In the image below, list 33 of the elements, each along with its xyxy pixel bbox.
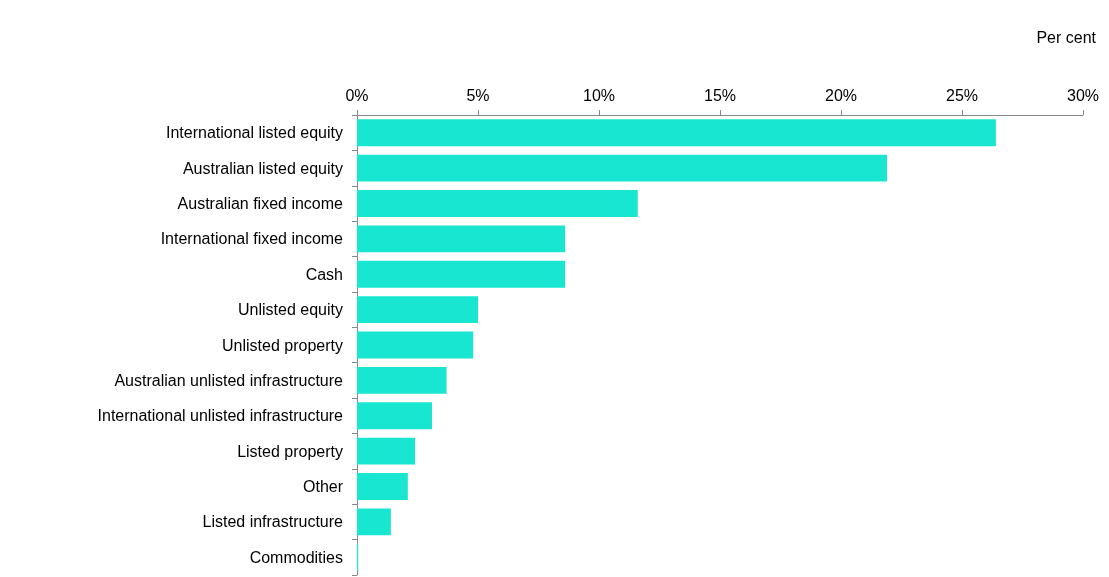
x-axis-title: Per cent — [1036, 28, 1097, 46]
x-tick-label: 15% — [703, 86, 737, 104]
bar — [357, 154, 887, 182]
y-tick-label: Australian listed equity — [182, 159, 343, 177]
x-tick-label: 30% — [1066, 86, 1100, 104]
y-tick-label: Other — [302, 478, 344, 496]
bar — [357, 473, 408, 500]
y-tick-label: Australian fixed income — [177, 194, 344, 212]
y-tick-label: Listed property — [237, 442, 343, 460]
y-tick-label: International fixed income — [160, 230, 344, 248]
y-tick-label: Unlisted property — [222, 336, 343, 354]
y-tick-label: International unlisted infrastructure — [97, 407, 344, 425]
bar — [357, 225, 566, 253]
bar — [357, 260, 566, 288]
y-tick-label: Cash — [305, 265, 343, 283]
bar — [357, 331, 474, 359]
x-tick-label: 20% — [824, 86, 858, 104]
bar — [357, 508, 391, 536]
bar — [357, 366, 447, 394]
bar — [357, 190, 638, 217]
y-tick-label: International listed equity — [166, 124, 343, 142]
x-tick-label: 25% — [945, 86, 979, 104]
bar — [357, 437, 416, 465]
x-tick-label: 5% — [466, 86, 490, 104]
bar — [357, 296, 478, 324]
y-tick-label: Unlisted equity — [238, 301, 343, 319]
y-tick-label: Commodities — [249, 548, 343, 566]
bar — [357, 119, 996, 147]
y-tick-label: Listed infrastructure — [202, 513, 344, 531]
y-tick-label: Australian unlisted infrastructure — [114, 371, 344, 389]
bar — [357, 402, 433, 430]
x-tick-label: 0% — [345, 86, 369, 104]
x-tick-label: 10% — [582, 86, 616, 104]
